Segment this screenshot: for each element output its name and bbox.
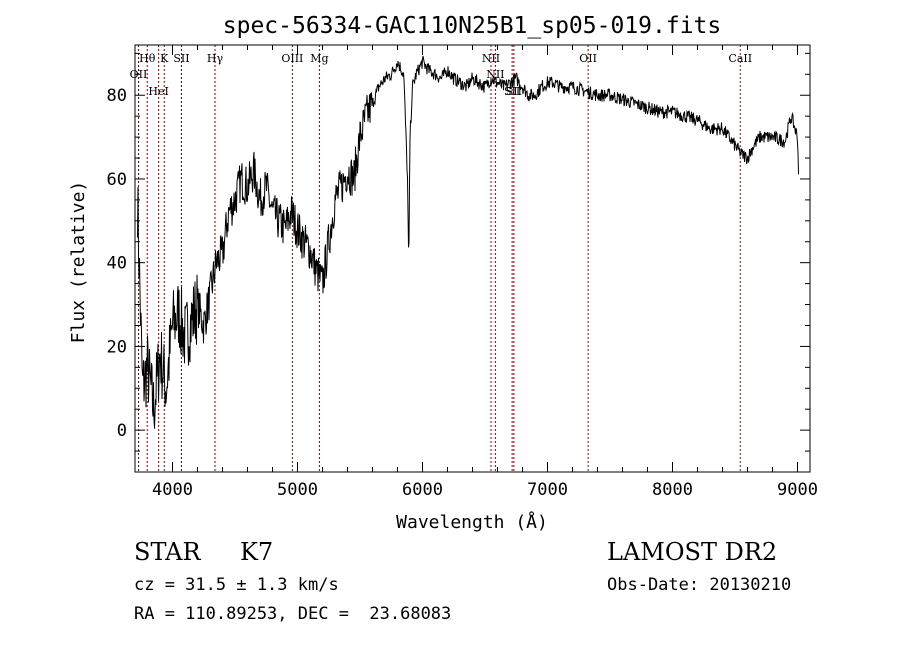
line-marker-label: HeI — [148, 85, 168, 98]
object-class: STAR — [134, 538, 201, 566]
y-tick-label: 20 — [107, 337, 127, 357]
line-marker-label: SII — [504, 85, 520, 98]
line-marker-label: SII — [173, 52, 189, 65]
chart-title: spec-56334-GAC110N25B1_sp05-019.fits — [223, 13, 722, 39]
x-tick-label: 7000 — [527, 480, 568, 500]
x-tick-label: 6000 — [402, 480, 443, 500]
line-marker-label: Mg — [310, 52, 328, 65]
x-tick-label: 8000 — [652, 480, 693, 500]
x-tick-label: 4000 — [152, 480, 193, 500]
line-marker-label: CaII — [728, 52, 752, 65]
line-marker-label: Hθ — [139, 52, 156, 65]
y-tick-label: 40 — [107, 254, 127, 274]
redshift-readout: cz = 31.5 ± 1.3 km/s — [134, 575, 339, 595]
line-marker-label: NII — [486, 68, 504, 81]
y-tick-label: 0 — [117, 421, 127, 441]
radec-readout: RA = 110.89253, DEC = 23.68083 — [134, 604, 452, 624]
line-marker-label: OII — [579, 52, 597, 65]
obs-date: Obs-Date: 20130210 — [607, 575, 792, 595]
y-tick-label: 80 — [107, 86, 127, 106]
axes: 4000 5000 6000 7000 8000 9000 0 20 40 60 80 — [107, 44, 818, 500]
line-marker-label: SII — [506, 85, 522, 98]
plot-frame — [134, 44, 811, 473]
x-tick-label: 5000 — [277, 480, 318, 500]
y-tick-label: 60 — [107, 170, 127, 190]
line-marker-label: NII — [482, 52, 500, 65]
x-tick-label: 9000 — [777, 480, 818, 500]
x-axis-label: Wavelength (Å) — [396, 511, 548, 533]
object-subclass: K7 — [240, 538, 274, 566]
spectrum-line — [137, 55, 799, 429]
survey-name: LAMOST DR2 — [607, 538, 778, 566]
line-marker-label: OIII — [281, 52, 303, 65]
line-marker-label: K — [160, 52, 169, 65]
series-layer — [137, 55, 799, 429]
y-axis-label: Flux (relative) — [68, 181, 89, 344]
line-marker-label: Hγ — [207, 52, 224, 65]
